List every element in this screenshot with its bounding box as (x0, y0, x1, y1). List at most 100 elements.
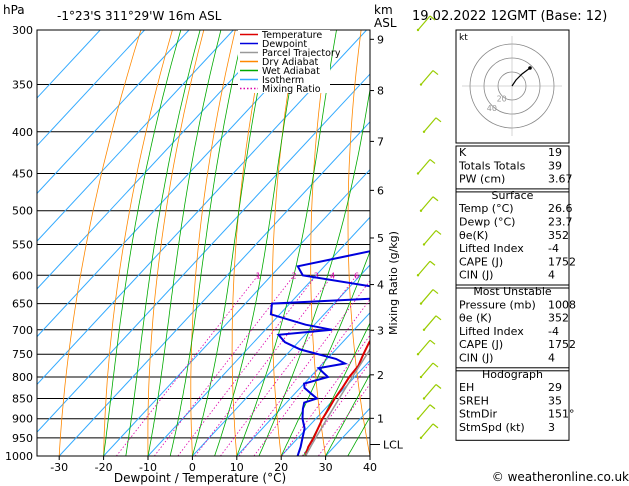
mixing-ratio-line (238, 280, 370, 456)
isotherm-line (37, 30, 367, 386)
pressure-tick-label: 450 (12, 167, 33, 180)
mixing-ratio-line (220, 275, 357, 456)
hodograph-table-row-value: 3 (548, 421, 555, 434)
wet-adiabat-line (258, 86, 370, 456)
x-tick-label: -10 (139, 461, 157, 474)
dry-adiabat-line (103, 30, 173, 456)
most-unstable-row-value: 1008 (548, 298, 576, 311)
surface-row-label: CIN (J) (459, 269, 493, 282)
surface-row-value: 23.7 (548, 216, 573, 229)
datetime-title: 19.02.2022 12GMT (Base: 12) (412, 9, 607, 24)
pressure-tick-label: 550 (12, 238, 33, 251)
indices-box (455, 145, 570, 193)
wind-barb (419, 362, 439, 379)
surface-row-value: 352 (548, 229, 569, 242)
km-tick-label: 9 (377, 33, 384, 46)
mixing-ratio-label: 25 (444, 271, 454, 280)
mixing-ratio-line (177, 275, 317, 456)
wind-barb (416, 339, 436, 356)
isotherm-line (37, 73, 370, 433)
surface-row-label: θe(K) (459, 229, 488, 242)
most-unstable-row-value: 352 (548, 312, 569, 325)
wet-adiabat-line (192, 30, 271, 456)
pressure-tick-label: 700 (12, 324, 33, 337)
hodograph-ring-label: 40 (487, 104, 497, 113)
isotherm-line (37, 30, 279, 290)
mixing-ratio-label: 2 (292, 271, 297, 280)
surface-row-label: CAPE (J) (459, 255, 503, 268)
most-unstable-row-label: θe (K) (459, 312, 492, 325)
hodograph-table-box (455, 367, 570, 441)
surface-row-value: 26.6 (548, 202, 573, 215)
wind-barb (422, 229, 442, 246)
mixing-ratio-label: 3 (314, 271, 319, 280)
legend-bg (238, 48, 330, 57)
legend-label: Dewpoint (262, 39, 307, 50)
most-unstable-row-label: Pressure (mb) (459, 298, 536, 311)
most-unstable-row-label: CAPE (J) (459, 338, 503, 351)
x-tick-label: -20 (95, 461, 113, 474)
hodograph-frame (455, 29, 570, 144)
isotherm-line (236, 312, 370, 456)
km-tick-label: 8 (377, 85, 384, 98)
surface-title: Surface (492, 189, 534, 202)
km-tick-label: 4 (377, 279, 384, 292)
wet-adiabat-line (147, 30, 222, 456)
most-unstable-title: Most Unstable (473, 285, 552, 298)
km-tick-label: 1 (377, 412, 384, 425)
pressure-tick-label: 350 (12, 79, 33, 92)
wind-barb (416, 260, 436, 277)
mixing-ratio-line (194, 275, 334, 456)
km-tick-label: 7 (377, 135, 384, 148)
pressure-tick-label: 500 (12, 205, 33, 218)
pressure-tick-label: 650 (12, 298, 33, 311)
x-tick-label: 20 (274, 461, 288, 474)
dry-adiabat-line (58, 30, 142, 456)
mixing-ratio-label: 8 (372, 271, 377, 280)
dry-adiabat-line (147, 30, 205, 456)
legend-bg (238, 39, 330, 48)
temperature-line (304, 339, 370, 456)
most-unstable-box (455, 284, 570, 372)
km-tick-label: 2 (377, 369, 384, 382)
mixing-ratio-label: 20 (428, 271, 438, 280)
dry-adiabat-line (231, 30, 268, 456)
isotherm-line (280, 359, 370, 456)
index-row-label: PW (cm) (459, 173, 505, 186)
pressure-tick-label: 900 (12, 413, 33, 426)
parcel-trajectory-line (304, 347, 370, 456)
hodograph-unit-label: kt (459, 33, 468, 43)
wet-adiabat-line (103, 30, 182, 456)
index-row-value: 39 (548, 159, 562, 172)
hodograph-trace (511, 67, 531, 87)
legend-bg (238, 57, 330, 66)
isotherm-line (37, 30, 145, 147)
pressure-tick-label: 800 (12, 371, 33, 384)
surface-row-label: Lifted Index (459, 242, 524, 255)
isotherm-line (103, 168, 370, 456)
hodograph-table-row-label: SREH (459, 394, 489, 407)
surface-row-value: -4 (548, 242, 559, 255)
hpa-label: hPa (3, 3, 25, 17)
copyright: © weatheronline.co.uk (492, 470, 629, 484)
pressure-tick-label: 400 (12, 126, 33, 139)
x-tick-label: 40 (363, 461, 377, 474)
legend-bg (238, 84, 330, 93)
x-tick-label: 10 (230, 461, 244, 474)
pressure-tick-label: 750 (12, 348, 33, 361)
x-tick-label: -30 (50, 461, 68, 474)
isotherm-line (192, 264, 370, 456)
isotherm-line (58, 121, 370, 456)
dry-adiabat-line (581, 30, 629, 456)
most-unstable-row-value: -4 (548, 325, 559, 338)
mixing-ratio-line (115, 275, 259, 456)
km-tick-label: 6 (377, 184, 384, 197)
dry-adiabat-line (310, 30, 331, 456)
hodograph-table-row-label: StmDir (459, 408, 498, 421)
surface-box (455, 188, 570, 289)
wind-profile (416, 15, 442, 440)
legend-label: Isotherm (262, 75, 304, 86)
pressure-tick-label: 600 (12, 269, 33, 282)
x-tick-label: 30 (319, 461, 333, 474)
